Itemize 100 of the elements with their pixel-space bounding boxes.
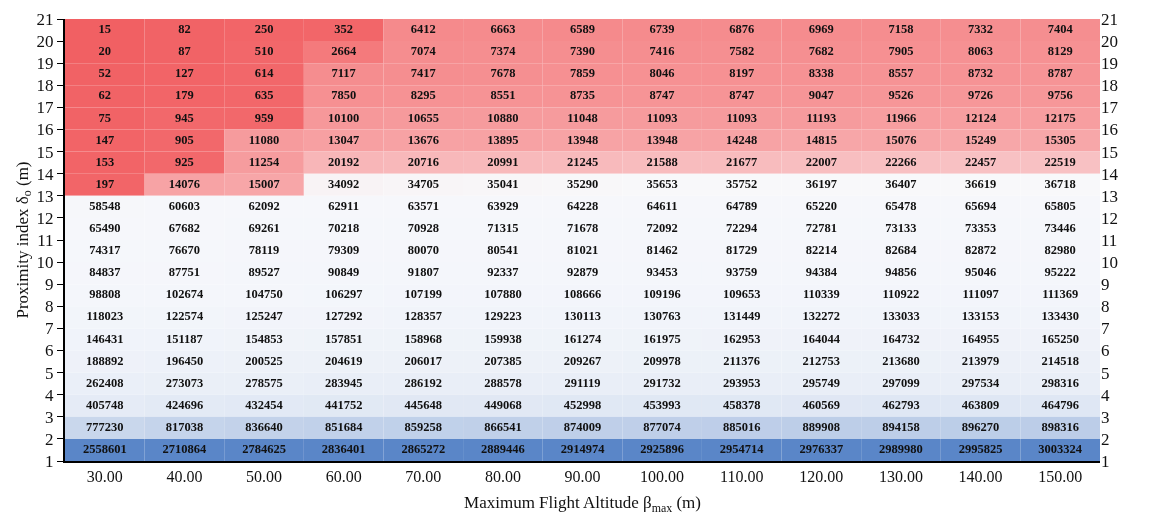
- y-tick-label: 12: [36, 208, 54, 228]
- data-label: 877074: [643, 419, 682, 434]
- data-label: 7158: [888, 22, 914, 37]
- data-label: 80541: [487, 243, 519, 258]
- data-label: 15249: [964, 132, 997, 147]
- data-label: 286192: [404, 375, 443, 390]
- y2-tick-label: 18: [1101, 76, 1118, 96]
- data-label: 94384: [805, 265, 838, 280]
- y2-tick-label: 4: [1101, 385, 1110, 405]
- x-tick-label: 90.00: [564, 468, 601, 486]
- data-label: 157851: [324, 331, 363, 346]
- data-label: 70928: [407, 221, 439, 236]
- data-label: 293953: [722, 375, 761, 390]
- data-label: 84837: [89, 265, 121, 280]
- data-label: 22007: [805, 154, 837, 169]
- data-label: 209978: [643, 353, 681, 368]
- data-label: 109196: [643, 287, 681, 302]
- data-label: 2889446: [481, 442, 525, 457]
- data-label: 945: [175, 110, 194, 125]
- data-label: 10880: [487, 110, 519, 125]
- data-label: 35752: [726, 176, 758, 191]
- data-label: 11093: [646, 110, 678, 125]
- data-label: 131449: [722, 309, 761, 324]
- data-label: 164732: [882, 331, 920, 346]
- data-label: 36407: [885, 176, 917, 191]
- data-label: 6663: [490, 22, 516, 37]
- data-label: 80070: [407, 243, 439, 258]
- data-label: 777230: [86, 419, 124, 434]
- data-label: 905: [175, 132, 194, 147]
- y2-tick-label: 7: [1101, 319, 1110, 339]
- y2-tick-label: 20: [1101, 32, 1118, 52]
- y-tick-label: 5: [45, 363, 54, 383]
- data-label: 15: [98, 22, 112, 37]
- data-label: 162953: [722, 331, 761, 346]
- data-label: 925: [175, 154, 194, 169]
- data-label: 79309: [328, 243, 360, 258]
- data-label: 34092: [328, 176, 360, 191]
- data-label: 15076: [885, 132, 917, 147]
- data-label: 22519: [1044, 154, 1076, 169]
- data-label: 153: [95, 154, 115, 169]
- data-label: 464796: [1041, 397, 1079, 412]
- y2-tick-label: 21: [1101, 9, 1118, 29]
- data-label: 11080: [248, 132, 280, 147]
- data-label: 463809: [961, 397, 1000, 412]
- data-label: 7859: [570, 66, 595, 81]
- data-label: 7332: [968, 22, 994, 37]
- y2-tick-label: 13: [1101, 186, 1118, 206]
- data-label: 110339: [802, 287, 840, 302]
- data-label: 158968: [404, 331, 443, 346]
- y-tick-label: 16: [36, 120, 54, 140]
- data-label: 34705: [407, 176, 439, 191]
- y2-tick-label: 8: [1101, 297, 1110, 317]
- x-axis-title: Maximum Flight Altitude β$_{max}$ (m): [464, 493, 701, 515]
- data-label: 82872: [964, 243, 997, 258]
- y-tick-label: 10: [36, 253, 54, 273]
- data-label: 460569: [802, 397, 841, 412]
- data-label: 102674: [165, 287, 204, 302]
- y2-tick-label: 17: [1101, 98, 1119, 118]
- data-label: 197: [95, 176, 115, 191]
- data-label: 2914974: [560, 442, 606, 457]
- data-label: 11966: [885, 110, 917, 125]
- data-label: 71678: [566, 221, 599, 236]
- y-tick-label: 18: [36, 76, 54, 96]
- data-label: 213680: [882, 353, 920, 368]
- data-label: 36619: [964, 176, 997, 191]
- data-label: 452998: [563, 397, 602, 412]
- data-label: 288578: [484, 375, 522, 390]
- data-label: 8338: [808, 66, 834, 81]
- data-label: 614: [254, 66, 275, 81]
- data-label: 87751: [168, 265, 201, 280]
- data-label: 8735: [570, 88, 595, 103]
- x-tick-label: 110.00: [720, 468, 764, 486]
- data-label: 129223: [484, 309, 522, 324]
- data-label: 7404: [1047, 22, 1074, 37]
- data-label: 405748: [86, 397, 124, 412]
- y2-tick-label: 10: [1101, 253, 1118, 273]
- data-label: 62911: [328, 198, 359, 213]
- data-label: 7374: [490, 44, 517, 59]
- data-label: 2558601: [82, 442, 127, 457]
- data-label: 63929: [487, 198, 519, 213]
- y2-tick-label: 12: [1101, 208, 1118, 228]
- data-label: 213979: [961, 353, 1000, 368]
- data-label: 12175: [1044, 110, 1076, 125]
- data-label: 10655: [407, 110, 439, 125]
- data-label: 125247: [245, 309, 283, 324]
- y-tick-label: 8: [45, 297, 54, 317]
- data-label: 94856: [885, 265, 917, 280]
- data-label: 72294: [726, 221, 759, 236]
- data-label: 7682: [808, 44, 834, 59]
- data-label: 82214: [805, 243, 838, 258]
- data-label: 58548: [89, 198, 121, 213]
- data-label: 7416: [649, 44, 675, 59]
- data-label: 81462: [646, 243, 678, 258]
- y-tick-label: 17: [36, 98, 55, 118]
- data-label: 200525: [245, 353, 283, 368]
- data-label: 75: [98, 110, 112, 125]
- data-label: 71315: [487, 221, 519, 236]
- data-label: 35041: [487, 176, 519, 191]
- data-label: 21245: [566, 154, 599, 169]
- y2-tick-label: 1: [1101, 451, 1110, 471]
